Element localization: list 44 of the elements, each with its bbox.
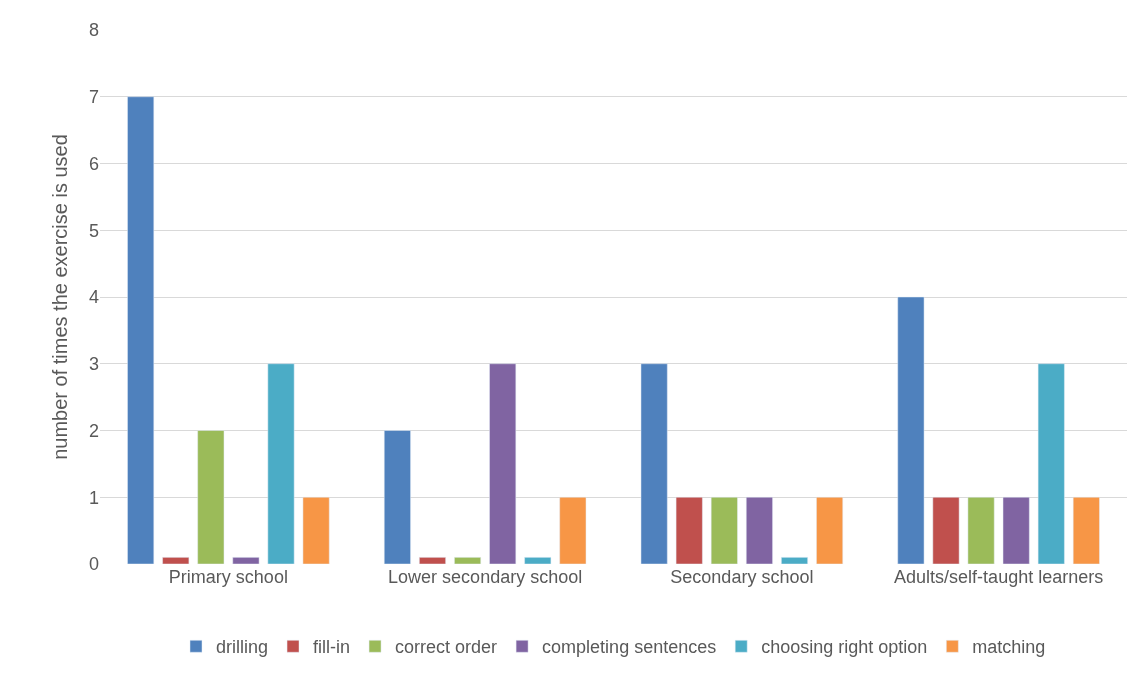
bar xyxy=(967,497,995,564)
legend-label: fill-in xyxy=(313,637,351,658)
bar xyxy=(454,557,481,564)
bar xyxy=(524,557,552,564)
y-tick-label: 1 xyxy=(88,487,99,508)
legend-label: drilling xyxy=(216,637,269,658)
bar xyxy=(1037,363,1065,564)
y-tick-label: 8 xyxy=(88,20,99,41)
bar xyxy=(1002,497,1030,564)
bar xyxy=(197,430,225,564)
legend-label: correct order xyxy=(395,637,498,658)
y-axis-title: number of times the exercise is used xyxy=(49,134,72,460)
bar xyxy=(162,557,190,564)
bar xyxy=(746,497,773,564)
x-tick-label: Lower secondary school xyxy=(388,567,583,587)
legend-label: matching xyxy=(972,637,1046,658)
y-tick-label: 5 xyxy=(88,220,99,241)
bar xyxy=(675,497,703,564)
bar xyxy=(781,557,808,564)
y-tick-label: 3 xyxy=(88,354,99,375)
bar xyxy=(816,497,844,564)
y-tick-label: 6 xyxy=(88,153,99,174)
bar xyxy=(489,363,517,564)
bar xyxy=(383,430,411,564)
bar xyxy=(1072,497,1100,564)
bar xyxy=(232,557,260,564)
bar xyxy=(267,363,295,564)
bar xyxy=(419,557,446,564)
bar xyxy=(710,497,738,564)
bar xyxy=(640,363,668,564)
legend-label: choosing right option xyxy=(761,637,928,658)
y-tick-label: 7 xyxy=(88,87,99,108)
x-tick-label: Secondary school xyxy=(670,567,814,587)
bar xyxy=(302,497,330,564)
x-tick-label: Adults/self-taught learners xyxy=(894,567,1104,587)
x-tick-label: Primary school xyxy=(168,567,288,587)
y-tick-label: 0 xyxy=(88,554,99,575)
y-tick-label: 2 xyxy=(88,420,99,441)
bar xyxy=(127,96,155,564)
bar xyxy=(559,497,587,564)
y-tick-label: 4 xyxy=(88,287,99,308)
bar xyxy=(932,497,960,564)
bar xyxy=(897,296,925,564)
legend-label: completing sentences xyxy=(542,637,717,658)
